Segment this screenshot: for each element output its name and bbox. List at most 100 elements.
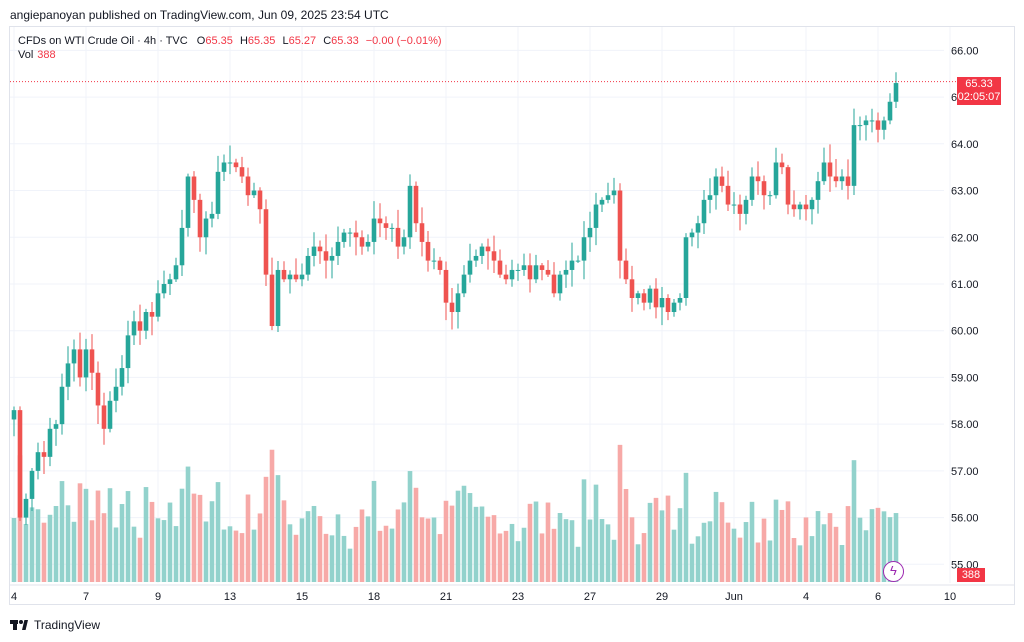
candle-body	[305, 255, 311, 275]
candle-body	[629, 279, 635, 298]
candle-body	[527, 265, 533, 280]
candle-body	[77, 349, 83, 378]
candle-body	[785, 167, 791, 205]
x-tick-label: 4	[11, 591, 17, 603]
candle-body	[413, 185, 419, 224]
volume-bar	[125, 491, 131, 582]
volume-bar	[503, 530, 509, 582]
volume-bar	[215, 482, 221, 582]
y-tick-label: 57.00	[951, 466, 979, 478]
volume-bar	[677, 508, 683, 582]
volume-bar	[353, 526, 359, 582]
candle-body	[35, 452, 41, 471]
volume-bar	[275, 475, 281, 582]
candle-body	[863, 120, 869, 126]
candle-body	[869, 120, 875, 122]
volume-bar	[887, 517, 893, 582]
current-price-tag: 65.33 02:05:07	[957, 77, 1001, 105]
volume-bar	[533, 501, 539, 582]
volume-bar	[341, 535, 347, 582]
volume-bar	[395, 509, 401, 582]
tradingview-logo-icon	[10, 620, 28, 630]
x-tick-label: Jun	[725, 591, 743, 603]
legend-open: 65.35	[205, 35, 233, 47]
candle-body	[179, 227, 185, 266]
x-tick-label: 18	[368, 591, 380, 603]
volume-bar	[653, 497, 659, 582]
volume-bar	[77, 483, 83, 582]
volume-bar	[443, 500, 449, 582]
volume-bar	[845, 506, 851, 582]
candle-body	[227, 162, 233, 164]
candle-body	[275, 269, 281, 327]
chart-frame	[9, 26, 1015, 605]
volume-bar	[479, 506, 485, 582]
candle-body	[407, 185, 413, 238]
candle-body	[11, 410, 17, 420]
candle-body	[563, 269, 569, 275]
volume-bar	[59, 481, 65, 582]
candle-body	[269, 274, 275, 327]
volume-bar	[575, 546, 581, 582]
candle-body	[383, 223, 389, 228]
legend-high-label: H	[239, 35, 248, 47]
candle-body	[713, 176, 719, 196]
volume-bar	[809, 536, 815, 582]
candle-body	[341, 232, 347, 242]
volume-bar	[191, 493, 197, 582]
candle-body	[749, 176, 755, 200]
volume-bar	[581, 479, 587, 582]
volume-bar	[611, 539, 617, 582]
volume-bar	[893, 513, 899, 582]
candle-body	[209, 213, 215, 219]
volume-bar	[449, 505, 455, 582]
volume-bar	[311, 505, 317, 582]
candle-body	[149, 312, 155, 317]
volume-bar	[35, 509, 41, 582]
volume-bar	[257, 513, 263, 582]
volume-label: Vol	[18, 49, 34, 61]
candle-body	[503, 274, 509, 280]
candle-body	[743, 199, 749, 214]
volume-bar	[803, 517, 809, 582]
volume-bar	[743, 522, 749, 582]
volume-bar	[119, 504, 125, 582]
volume-bar	[785, 501, 791, 582]
volume-bar	[335, 514, 341, 582]
candle-body	[509, 269, 515, 280]
volume-bar	[323, 533, 329, 582]
volume-bar	[521, 527, 527, 582]
volume-bar	[773, 499, 779, 582]
volume-bar	[473, 506, 479, 582]
volume-bar	[527, 503, 533, 582]
candle-body	[599, 199, 605, 205]
volume-bar	[857, 517, 863, 582]
candle-body	[41, 452, 47, 457]
volume-bar	[245, 494, 251, 582]
volume-bar	[389, 528, 395, 582]
volume-bar	[713, 491, 719, 582]
volume-bar	[89, 520, 95, 582]
volume-bar	[167, 502, 173, 582]
volume-bar	[359, 509, 365, 582]
volume-bar	[137, 537, 143, 582]
volume-bar	[881, 511, 887, 582]
candle-body	[707, 195, 713, 200]
candle-body	[833, 176, 839, 182]
volume-bar	[683, 472, 689, 582]
candle-body	[437, 260, 443, 270]
volume-bar	[671, 529, 677, 582]
volume-bar	[251, 529, 257, 582]
volume-bar	[113, 527, 119, 582]
candle-body	[251, 190, 257, 196]
volume-bar	[263, 476, 269, 582]
volume-bar	[515, 541, 521, 582]
volume-bar	[185, 466, 191, 582]
volume-bar	[317, 516, 323, 582]
lightning-icon[interactable]: ϟ	[883, 561, 904, 582]
volume-bar	[287, 524, 293, 582]
volume-bar	[839, 545, 845, 582]
volume-bar	[227, 526, 233, 582]
volume-bar	[161, 520, 167, 582]
